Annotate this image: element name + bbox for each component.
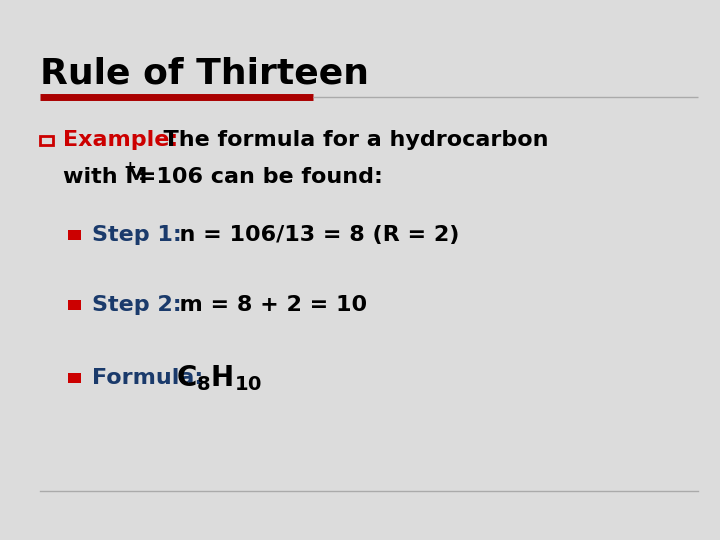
- Text: Rule of Thirteen: Rule of Thirteen: [40, 57, 369, 91]
- Bar: [68, 300, 81, 310]
- Text: Step 1:: Step 1:: [92, 225, 182, 245]
- Text: with M: with M: [63, 167, 148, 187]
- Text: +: +: [123, 160, 136, 175]
- Text: The formula for a hydrocarbon: The formula for a hydrocarbon: [148, 130, 549, 151]
- Text: Formula:: Formula:: [92, 368, 204, 388]
- Text: $\mathregular{C_8H_{10}}$: $\mathregular{C_8H_{10}}$: [176, 363, 262, 393]
- Text: m = 8 + 2 = 10: m = 8 + 2 = 10: [164, 295, 367, 315]
- Text: =106 can be found:: =106 can be found:: [130, 167, 383, 187]
- Text: n = 106/13 = 8 (R = 2): n = 106/13 = 8 (R = 2): [164, 225, 459, 245]
- Bar: [40, 136, 53, 145]
- Text: Example:: Example:: [63, 130, 179, 151]
- Text: Step 2:: Step 2:: [92, 295, 181, 315]
- Bar: [68, 373, 81, 383]
- Bar: [68, 230, 81, 240]
